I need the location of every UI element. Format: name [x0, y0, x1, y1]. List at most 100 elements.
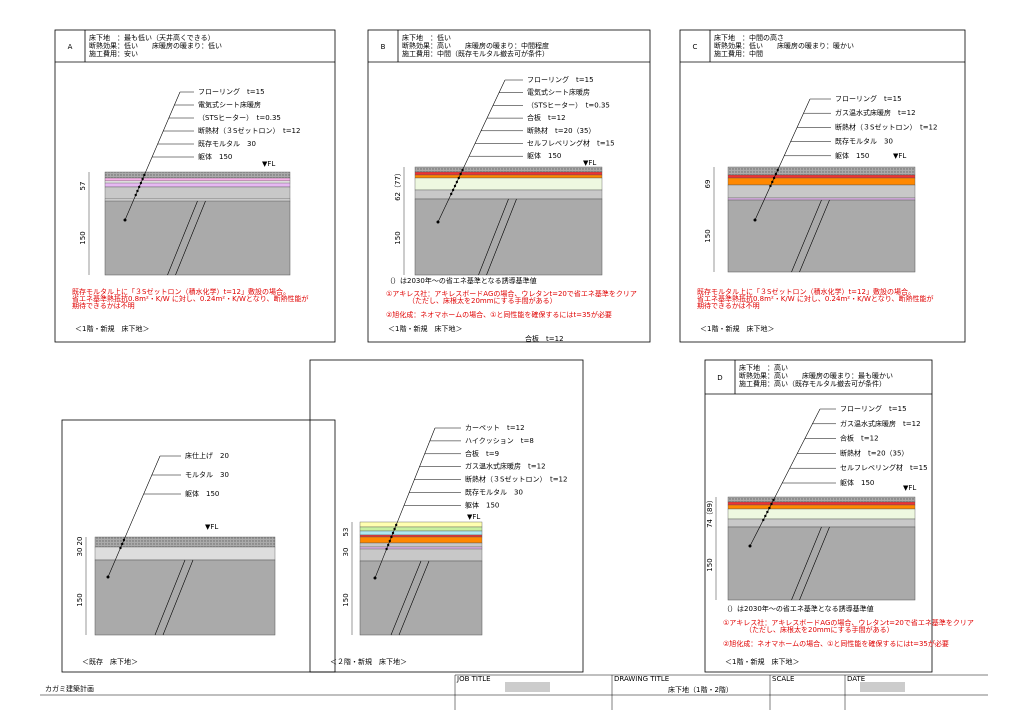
leader-dot: [461, 168, 464, 172]
stratum: [104, 171, 291, 179]
fl-mark: ▼FL: [262, 160, 275, 168]
layer-label: 断熱材（３Sゼットロン） t=12: [198, 126, 300, 135]
fl-mark: ▼FL: [205, 523, 218, 531]
leader-dot: [771, 180, 774, 184]
leader-dot: [436, 220, 440, 224]
panel-note: 床下地 ：高い: [739, 363, 788, 372]
stratum: [727, 508, 916, 520]
slab: [727, 199, 916, 273]
slab-break: [390, 560, 422, 636]
leader-line: [374, 427, 436, 579]
slab-break: [791, 526, 822, 601]
panel-note: 施工費用：安い: [89, 49, 138, 58]
leader-dot: [459, 172, 462, 176]
panel-note: 断熱効果：低い 床暖房の暖まり：暖かい: [714, 41, 854, 50]
footer-label: JOB TITLE: [456, 675, 491, 683]
leader-dot: [455, 180, 459, 184]
layer-label: フローリング t=15: [840, 404, 907, 413]
panel-note: 施工費用：中間（既存モルタル撤去可が条件）: [402, 49, 549, 58]
leader-dot: [387, 543, 390, 547]
panel-note: 断熱効果：低い 床暖房の暖まり：低い: [89, 41, 222, 50]
leader-dot: [134, 193, 137, 197]
dimension: 69: [704, 180, 712, 189]
panel-frame: [61, 419, 336, 673]
leader-dot: [776, 168, 779, 172]
panel-caption: ＜1階・新規 床下地＞: [388, 324, 462, 333]
leader-dot: [772, 498, 775, 502]
layer-label: セルフレベリング材 t=15: [527, 139, 615, 148]
layer-label: 床仕上げ 20: [185, 451, 229, 460]
leader-dot: [768, 506, 771, 510]
slab-break: [791, 199, 822, 273]
layer-label: 既存モルタル 30: [465, 488, 523, 497]
fl-mark: ▼FL: [893, 152, 906, 160]
slab-break: [799, 199, 830, 273]
leader-dot: [769, 184, 772, 188]
layer-label: 躯体 150: [198, 152, 232, 161]
layer-label: フローリング t=15: [527, 75, 594, 84]
layer-label: カーペット t=12: [465, 424, 525, 432]
dimension: 20: [76, 537, 84, 546]
layer-label: 電気式シート床暖房: [198, 100, 261, 109]
stratum: [727, 501, 916, 506]
company-name: カガミ建築計画: [45, 684, 94, 693]
stratum: [94, 546, 276, 561]
red-note: （ただし、床根太を20mmにする手間がある）: [745, 625, 894, 634]
dimension: 150: [79, 231, 87, 244]
leader-dot: [748, 544, 752, 548]
blurred-field: [505, 682, 550, 692]
leader-dot: [122, 538, 126, 542]
dimension: 30: [342, 548, 350, 557]
stratum: [727, 496, 916, 503]
layer-label: フローリング t=15: [198, 87, 265, 96]
stratum: [359, 530, 483, 536]
slab-break: [154, 559, 186, 636]
stratum: [414, 166, 603, 173]
leader-dot: [143, 173, 146, 177]
layer-label: 躯体 150: [185, 489, 219, 498]
layer-label: 合板 t=9: [465, 449, 499, 458]
dimension: 150: [704, 229, 712, 242]
stratum: [104, 198, 291, 202]
leader-dot: [764, 514, 767, 518]
panel-note: 断熱効果：高い 床暖房の暖まり：最も暖かい: [739, 371, 893, 380]
red-note: 省エネ基準熱抵抗0.8m²・K/W に対し、0.24m²・K/Wとなり、断熱性能…: [72, 294, 308, 303]
leader-dot: [139, 181, 143, 185]
layer-label: 既存モルタル 30: [835, 137, 893, 146]
dimension: 150: [342, 593, 350, 606]
leader-dot: [766, 510, 769, 514]
layer-label: 断熱材 t=20（35）: [527, 126, 595, 135]
footnote: （）は2030年～の省エネ基準となる誘導基準値: [723, 604, 874, 613]
panel-label: D: [717, 374, 722, 382]
red-note: ①アキレス社：アキレスボードAGの場合、ウレタンt=20で省エネ基準をクリア: [723, 618, 974, 627]
red-note: （ただし、床根太を20mmにする手間がある）: [408, 296, 557, 305]
layer-label: セルフレベリング材 t=15: [840, 463, 928, 472]
stratum: [414, 189, 603, 200]
panel-frame: [54, 29, 336, 343]
stratum: [727, 518, 916, 528]
layer-label: 合板 t=12: [840, 434, 879, 443]
layer-label: 既存モルタル 30: [198, 139, 256, 148]
stratum: [727, 504, 916, 510]
stratum: [104, 182, 291, 188]
stratum: [359, 548, 483, 562]
layer-label: 躯体 150: [840, 478, 874, 487]
slab: [94, 559, 276, 636]
layer-label: 躯体 150: [527, 151, 561, 160]
panel-note: 床下地 ：最も低い（天井高くできる）: [89, 33, 215, 42]
stratum: [414, 174, 603, 179]
leader-dot: [388, 539, 391, 543]
dimension: 62（77）: [394, 169, 402, 201]
leader-line: [107, 455, 161, 578]
dimension: 57: [79, 182, 87, 191]
leader-dot: [137, 185, 141, 189]
fl-mark: ▼FL: [467, 513, 480, 521]
panel-label: C: [693, 43, 698, 51]
leader-dot: [123, 218, 127, 222]
slab-break: [398, 560, 430, 636]
leader-dot: [136, 189, 139, 193]
leader-dot: [141, 177, 144, 181]
leader-dot: [453, 184, 457, 188]
panel-note: 断熱効果：高い 床暖房の暖まり：中間程度: [402, 41, 549, 50]
layer-label: 断熱材 t=20（35）: [840, 448, 908, 457]
